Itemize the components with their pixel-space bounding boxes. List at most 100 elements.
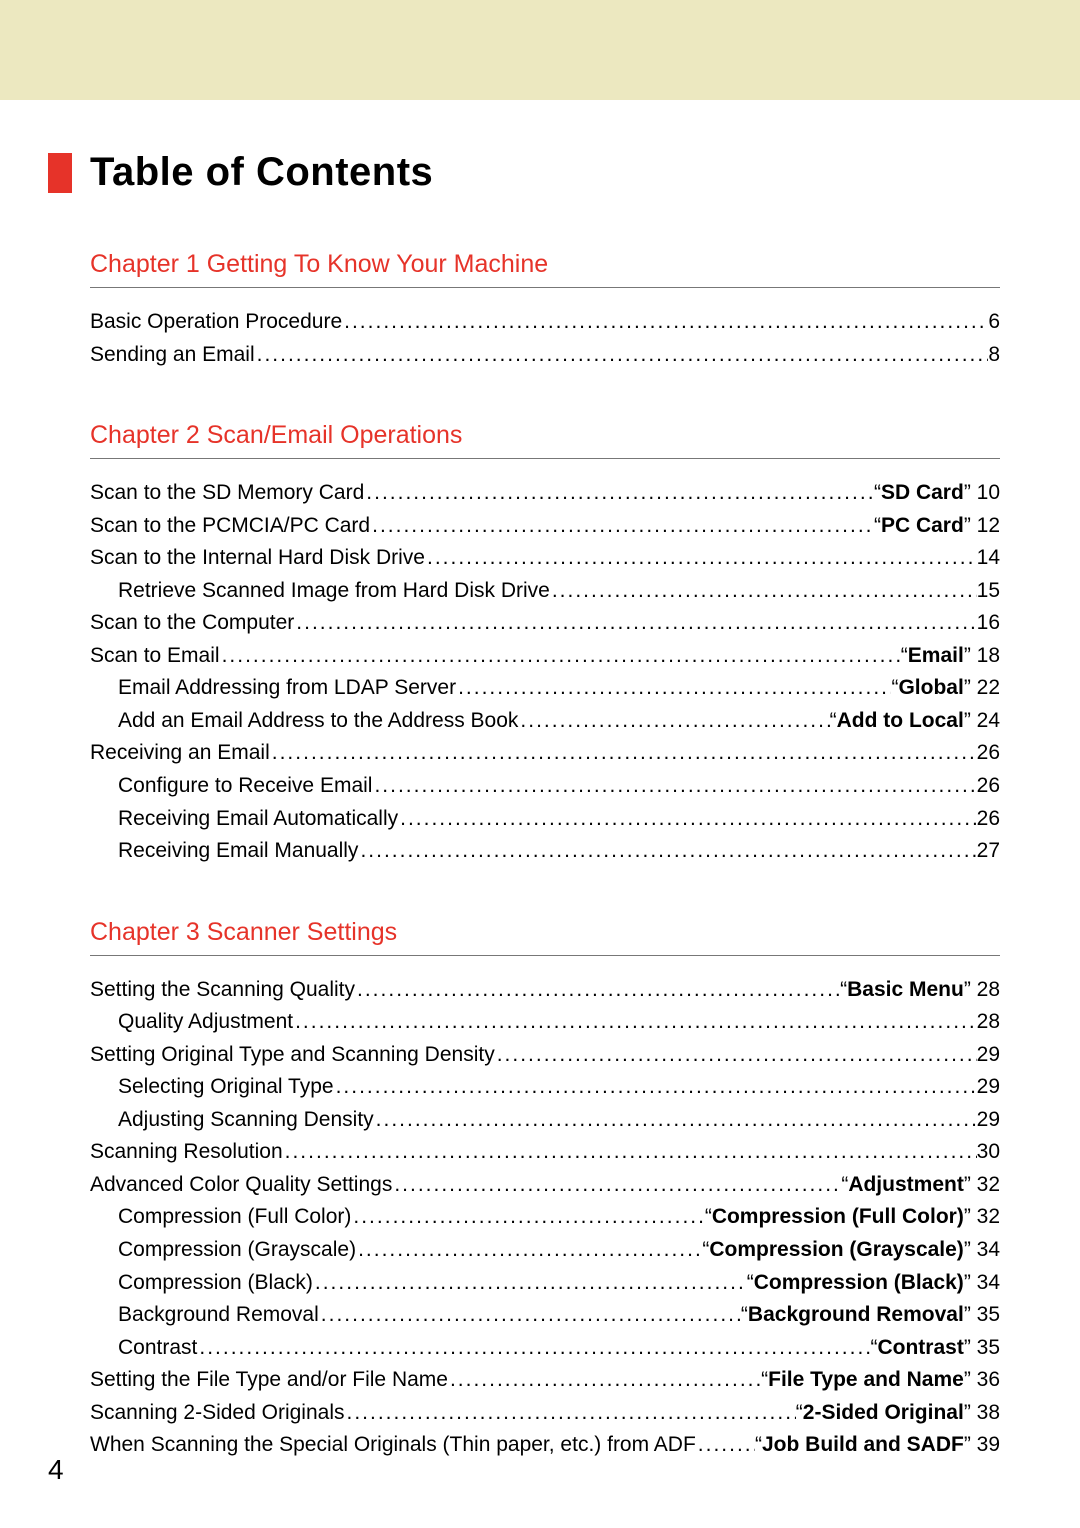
title-row: Table of Contents	[90, 150, 1000, 195]
page-title: Table of Contents	[90, 150, 433, 195]
toc-entry-page: 16	[977, 611, 1000, 634]
toc-entry-tail: “Compression (Grayscale)” 34	[702, 1234, 1000, 1267]
toc-entry-page: 30	[977, 1140, 1000, 1163]
toc-entry-page: 36	[977, 1368, 1000, 1391]
toc-entry-page: 14	[977, 546, 1000, 569]
toc-entry: Scanning Resolution 30	[90, 1136, 1000, 1169]
toc-entry: Background Removal“Background Removal” 3…	[90, 1299, 1000, 1332]
toc-leader-dots	[351, 1201, 704, 1234]
toc-leader-dots	[392, 1169, 841, 1202]
chapter-heading: Chapter 1 Getting To Know Your Machine	[90, 250, 1000, 288]
toc-entry-label: Scan to the Computer	[90, 607, 294, 640]
toc-leader-dots	[374, 1104, 977, 1137]
toc-entry: Selecting Original Type29	[90, 1071, 1000, 1104]
toc-leader-dots	[319, 1299, 741, 1332]
table-of-contents: Chapter 1 Getting To Know Your Machine Ba…	[90, 250, 1000, 1462]
toc-entry-tail: 27	[977, 835, 1000, 868]
top-color-band	[0, 0, 1080, 100]
toc-section: Chapter 2 Scan/Email OperationsScan to t…	[90, 421, 1000, 868]
toc-entry: When Scanning the Special Originals (Thi…	[90, 1429, 1000, 1462]
toc-entry-tail: 14	[977, 542, 1000, 575]
toc-entry: Scanning 2-Sided Originals “2-Sided Orig…	[90, 1397, 1000, 1430]
toc-entry-label: Setting the Scanning Quality	[90, 974, 355, 1007]
toc-entry-page: 35	[977, 1336, 1000, 1359]
toc-entry: Retrieve Scanned Image from Hard Disk Dr…	[90, 575, 1000, 608]
toc-entry: Setting Original Type and Scanning Densi…	[90, 1039, 1000, 1072]
toc-entry-tail: “Adjustment” 32	[841, 1169, 1000, 1202]
toc-leader-dots	[293, 1006, 977, 1039]
toc-entry-tail: “SD Card” 10	[874, 477, 1000, 510]
toc-leader-dots	[370, 510, 874, 543]
toc-entry-label: Receiving Email Manually	[118, 835, 358, 868]
toc-entry: Scan to Email “Email” 18	[90, 640, 1000, 673]
toc-entry-tail: 16	[977, 607, 1000, 640]
toc-entry: Scan to the PCMCIA/PC Card “PC Card” 12	[90, 510, 1000, 543]
toc-entry-tail: “File Type and Name” 36	[761, 1364, 1000, 1397]
toc-entry-tail: “PC Card” 12	[874, 510, 1000, 543]
toc-entry-page: 34	[977, 1238, 1000, 1261]
toc-leader-dots	[342, 306, 988, 339]
chapter-heading: Chapter 3 Scanner Settings	[90, 918, 1000, 956]
toc-entry-label: Quality Adjustment	[118, 1006, 293, 1039]
toc-leader-dots	[358, 835, 976, 868]
toc-entry-page: 18	[977, 644, 1000, 667]
toc-section: Chapter 3 Scanner Settings Setting the Sc…	[90, 918, 1000, 1462]
toc-entry: Scan to the Computer 16	[90, 607, 1000, 640]
toc-entry: Add an Email Address to the Address Book…	[90, 705, 1000, 738]
toc-entry-label: Scan to Email	[90, 640, 220, 673]
toc-entry-tail: 8	[988, 339, 1000, 372]
toc-entry: Compression (Black) “Compression (Black)”…	[90, 1267, 1000, 1300]
toc-entry-tail: 29	[977, 1071, 1000, 1104]
toc-entry-label: Compression (Full Color)	[118, 1201, 351, 1234]
toc-entry: Receiving Email Automatically 26	[90, 803, 1000, 836]
toc-entry-label: Contrast	[118, 1332, 197, 1365]
toc-entry-page: 15	[977, 579, 1000, 602]
toc-entry-label: Receiving Email Automatically	[118, 803, 398, 836]
toc-entry-label: Advanced Color Quality Settings	[90, 1169, 392, 1202]
toc-entry-label: Scan to the PCMCIA/PC Card	[90, 510, 370, 543]
toc-entry-page: 32	[977, 1205, 1000, 1228]
toc-entry-page: 26	[977, 807, 1000, 830]
toc-entry-tail: “Compression (Full Color)” 32	[705, 1201, 1000, 1234]
toc-entry-label: Setting Original Type and Scanning Densi…	[90, 1039, 495, 1072]
toc-leader-dots	[355, 974, 840, 1007]
toc-entry-page: 6	[988, 310, 1000, 333]
toc-entry-page: 28	[977, 1010, 1000, 1033]
toc-entry-label: Adjusting Scanning Density	[118, 1104, 374, 1137]
toc-leader-dots	[344, 1397, 795, 1430]
toc-entry-label: Configure to Receive Email	[118, 770, 372, 803]
toc-entry: Sending an Email8	[90, 339, 1000, 372]
toc-entry-tail: “Add to Local” 24	[830, 705, 1000, 738]
toc-entry-tail: 30	[977, 1136, 1000, 1169]
toc-entry-page: 24	[977, 709, 1000, 732]
toc-entry-page: 26	[977, 774, 1000, 797]
toc-entry-label: Receiving an Email	[90, 737, 270, 770]
toc-entry: Contrast “Contrast” 35	[90, 1332, 1000, 1365]
toc-entry-tail: “Contrast” 35	[870, 1332, 1000, 1365]
toc-entry-tail: “Global” 22	[891, 672, 1000, 705]
toc-entry-page: 29	[977, 1108, 1000, 1131]
toc-entry-tail: 26	[977, 737, 1000, 770]
toc-leader-dots	[255, 339, 989, 372]
toc-leader-dots	[398, 803, 977, 836]
toc-entry: Advanced Color Quality Settings “Adjustm…	[90, 1169, 1000, 1202]
toc-leader-dots	[334, 1071, 977, 1104]
toc-entry: Compression (Full Color) “Compression (Fu…	[90, 1201, 1000, 1234]
toc-entry-tail: “2-Sided Original” 38	[796, 1397, 1000, 1430]
page-body: Table of Contents Chapter 1 Getting To K…	[0, 100, 1080, 1462]
toc-entry-label: Basic Operation Procedure	[90, 306, 342, 339]
toc-leader-dots	[356, 1234, 702, 1267]
title-accent-bar	[48, 153, 72, 193]
toc-entry-label: Scanning Resolution	[90, 1136, 283, 1169]
toc-entry-label: Email Addressing from LDAP Server	[118, 672, 456, 705]
toc-entry: Email Addressing from LDAP Server “Global…	[90, 672, 1000, 705]
toc-entry-label: Compression (Black)	[118, 1267, 313, 1300]
toc-entry-page: 39	[977, 1433, 1000, 1456]
toc-entry: Setting the Scanning Quality “Basic Menu”…	[90, 974, 1000, 1007]
toc-entry: Receiving an Email 26	[90, 737, 1000, 770]
toc-entry-label: Compression (Grayscale)	[118, 1234, 356, 1267]
toc-entry-tail: 26	[977, 770, 1000, 803]
page-number: 4	[48, 1454, 64, 1486]
toc-entry-tail: “Basic Menu” 28	[840, 974, 1000, 1007]
toc-entry-tail: “Compression (Black)” 34	[747, 1267, 1000, 1300]
